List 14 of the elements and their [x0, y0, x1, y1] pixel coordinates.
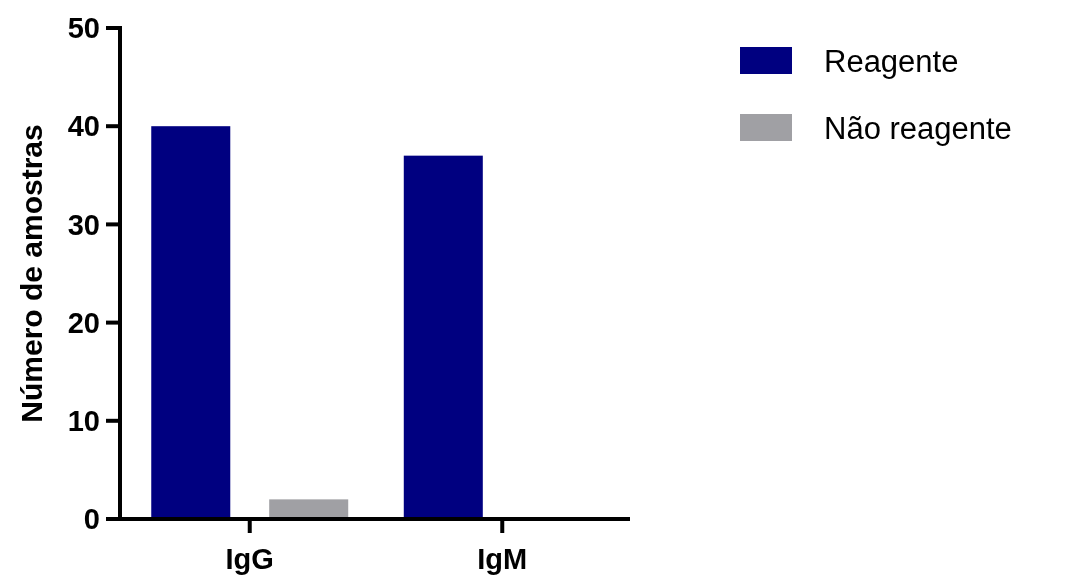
- y-tick-label: 50: [67, 12, 100, 45]
- x-tick-label: IgG: [225, 543, 274, 575]
- bar: [151, 126, 231, 519]
- bar: [269, 499, 349, 519]
- y-axis-title: Número de amostras: [15, 124, 48, 423]
- legend-label: Reagente: [824, 43, 959, 79]
- bar: [403, 155, 483, 519]
- y-tick-label: 0: [83, 503, 100, 536]
- y-tick-label: 30: [67, 208, 100, 241]
- y-tick-label: 40: [67, 110, 100, 143]
- legend-label: Não reagente: [824, 110, 1012, 146]
- x-tick-label: IgM: [477, 543, 528, 575]
- y-tick-label: 20: [67, 306, 100, 339]
- y-tick-label: 10: [67, 404, 100, 437]
